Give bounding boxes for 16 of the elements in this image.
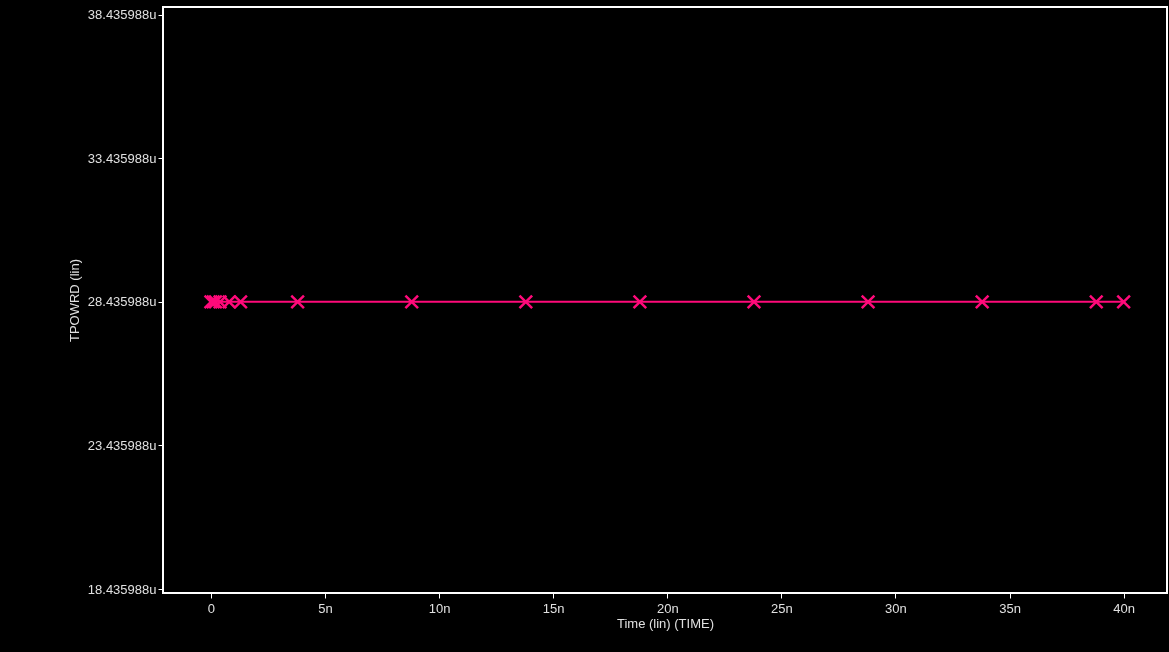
y-tick-label: 38.435988u (87, 7, 157, 23)
x-tick-label: 20n (656, 600, 679, 616)
y-tick-label: 33.435988u (87, 150, 157, 166)
x-tick-label: 25n (771, 600, 793, 616)
x-tick-label: 0 (207, 600, 216, 616)
x-tick-label: 5n (318, 600, 333, 616)
x-tick-label: 30n (885, 600, 907, 616)
x-tick-label: 10n (428, 600, 451, 616)
x-tick-label: 15n (542, 600, 565, 616)
y-tick-label: 18.435988u (87, 581, 157, 597)
y-tick-label: 28.435988u (87, 294, 157, 310)
x-axis-title: Time (lin) (TIME) (616, 615, 715, 631)
y-axis-title: TPOWRD (lin) (66, 258, 82, 343)
y-tick-label: 23.435988u (87, 437, 157, 453)
x-tick-label: 35n (999, 600, 1021, 616)
x-tick-label: 40n (1113, 600, 1135, 616)
